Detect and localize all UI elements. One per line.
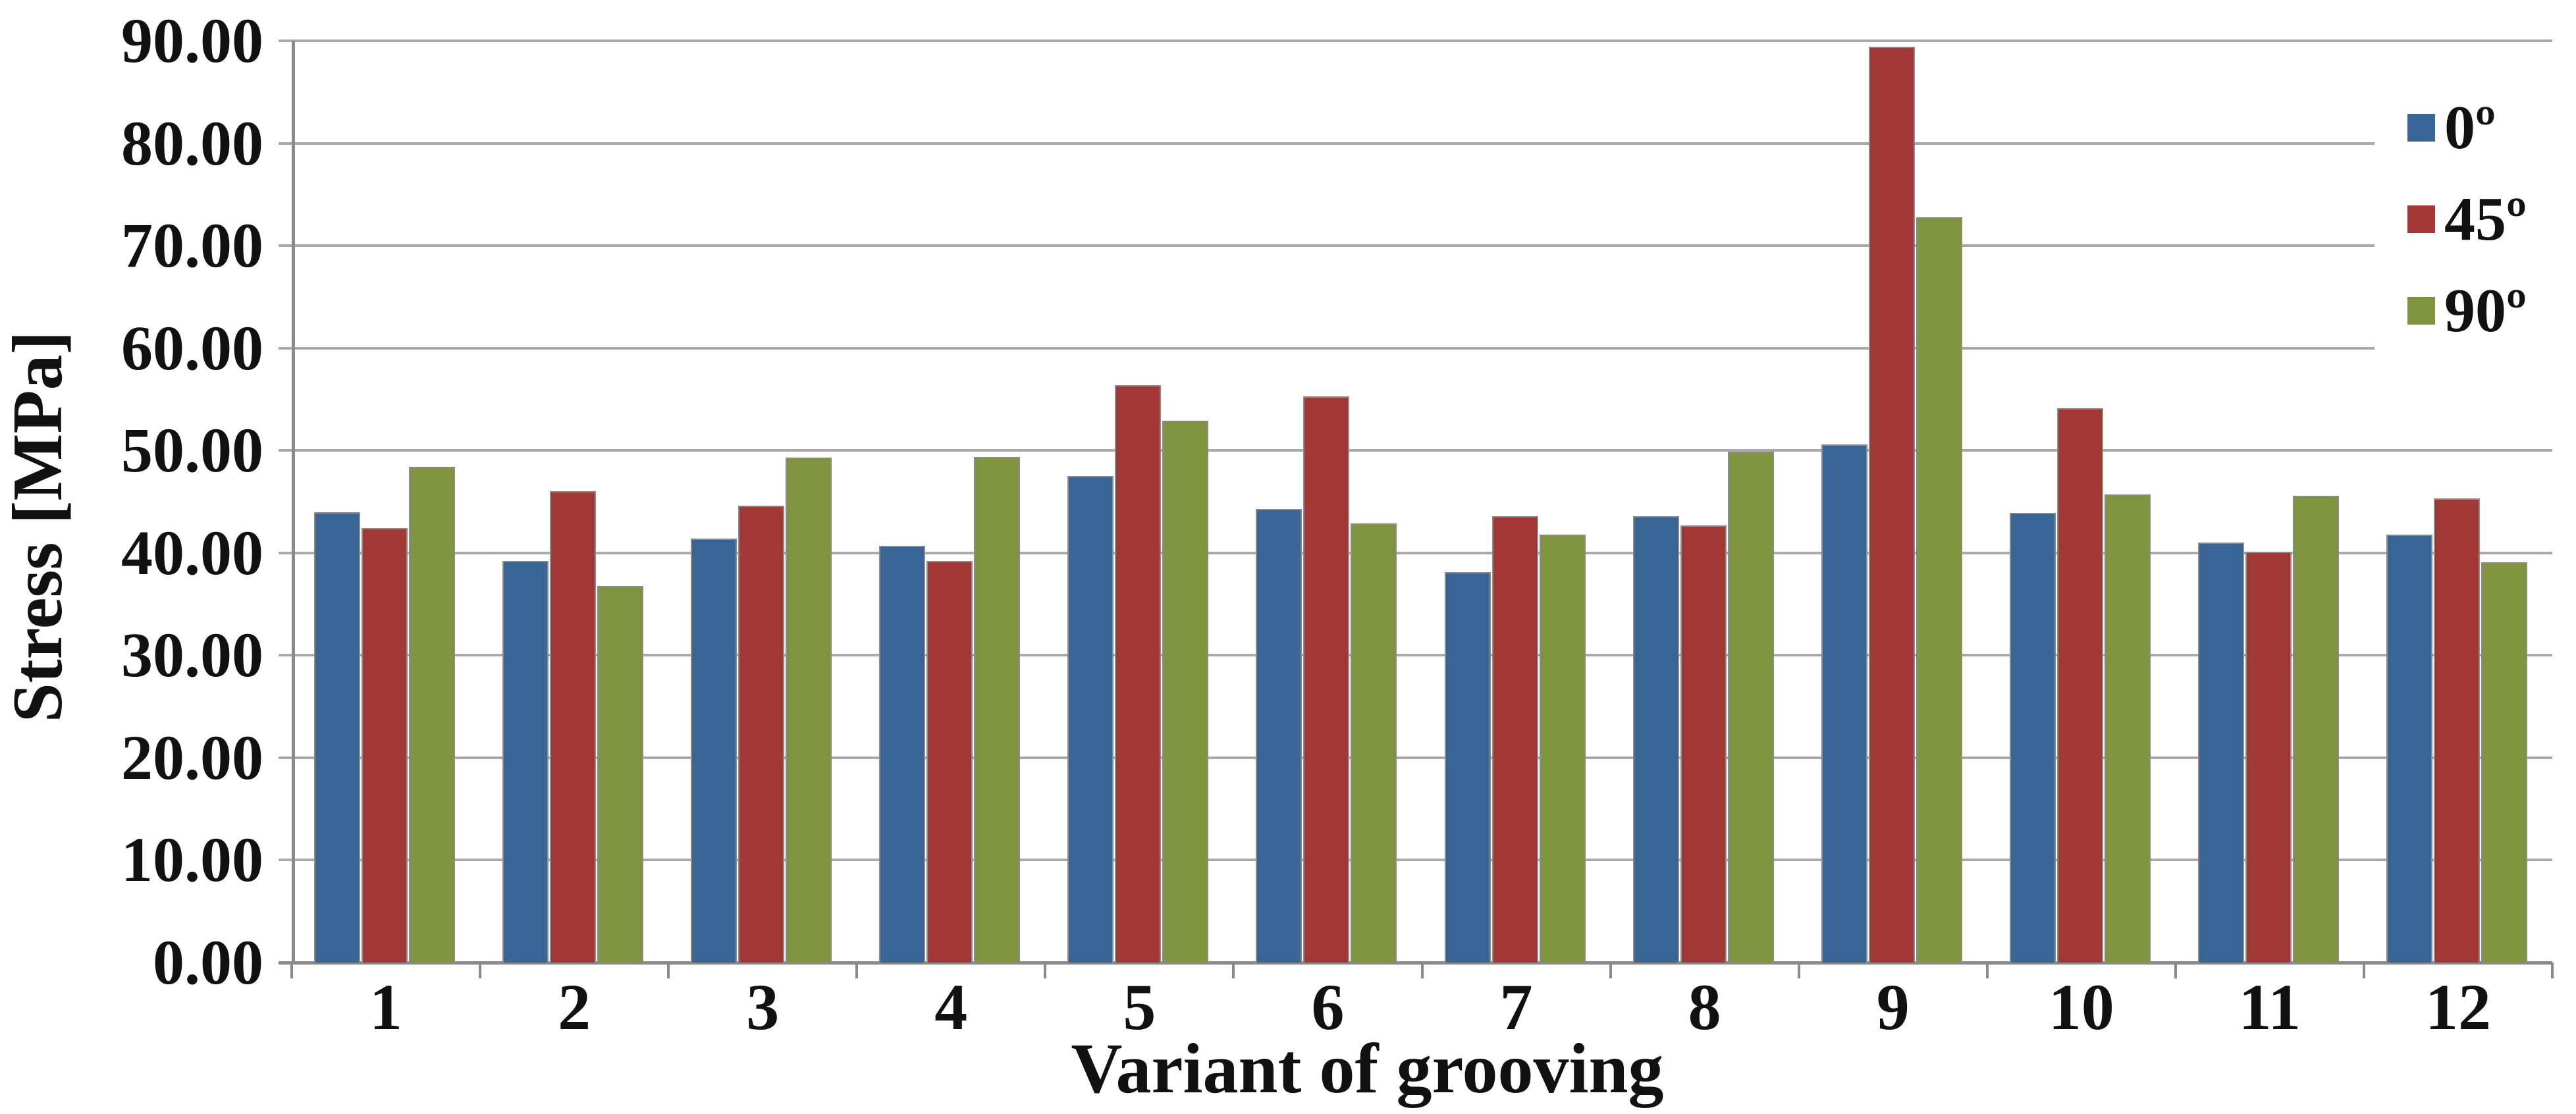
gridline [279, 346, 2552, 350]
x-category-label: 12 [2425, 970, 2491, 1044]
legend-swatch-45deg [2407, 205, 2435, 233]
bar-45deg-cat-8 [1680, 525, 1727, 963]
y-tick-label: 70.00 [121, 210, 263, 281]
x-category-label: 4 [934, 970, 968, 1044]
legend-swatch-0deg [2407, 114, 2435, 142]
bar-90deg-cat-10 [2104, 494, 2151, 963]
y-tick-label: 10.00 [121, 824, 263, 895]
x-axis-tick [1044, 963, 1047, 978]
x-category-label: 3 [746, 970, 780, 1044]
x-category-label: 8 [1688, 970, 1721, 1044]
bar-45deg-cat-7 [1491, 516, 1538, 963]
y-tick-label: 0.00 [153, 927, 263, 997]
y-axis-line [292, 41, 295, 963]
legend-item-45deg: 45º [2407, 188, 2527, 251]
bar-0deg-cat-9 [1821, 444, 1867, 963]
x-axis-tick [1609, 963, 1612, 978]
x-category-label: 11 [2238, 970, 2301, 1044]
bar-0deg-cat-7 [1444, 572, 1491, 963]
x-axis-tick [2174, 963, 2177, 978]
bar-45deg-cat-11 [2245, 552, 2292, 963]
x-axis-tick [855, 963, 859, 978]
legend-label: 45º [2444, 185, 2527, 253]
gridline [279, 244, 2552, 248]
bar-0deg-cat-11 [2197, 543, 2244, 963]
x-axis-line [279, 961, 2552, 965]
x-axis-tick [2362, 963, 2365, 978]
bar-0deg-cat-10 [2009, 513, 2056, 963]
gridline [279, 40, 2552, 42]
x-category-label: 1 [369, 970, 403, 1044]
y-tick-label: 20.00 [121, 722, 263, 793]
y-tick-label: 90.00 [121, 5, 263, 76]
legend-label: 0º [2444, 93, 2496, 162]
x-axis-tick [1985, 963, 1989, 978]
gridline [279, 756, 2552, 759]
x-category-label: 7 [1499, 970, 1533, 1044]
x-category-label: 6 [1311, 970, 1345, 1044]
bar-0deg-cat-4 [879, 545, 926, 963]
bar-45deg-cat-3 [738, 506, 785, 963]
gridline [279, 654, 2552, 657]
bar-0deg-cat-8 [1632, 516, 1679, 963]
x-category-label: 2 [558, 970, 591, 1044]
bar-0deg-cat-5 [1067, 476, 1114, 963]
x-axis-tick [479, 963, 482, 978]
legend: 0º 45º 90º [2375, 78, 2576, 354]
gridline [279, 551, 2552, 554]
bar-90deg-cat-6 [1351, 523, 1397, 963]
bar-90deg-cat-9 [1916, 217, 1962, 963]
bar-0deg-cat-3 [691, 539, 738, 963]
bar-90deg-cat-3 [786, 458, 832, 963]
bar-0deg-cat-2 [502, 561, 549, 963]
bar-90deg-cat-4 [974, 456, 1021, 963]
x-axis-tick [290, 963, 293, 978]
x-axis-tick [1232, 963, 1235, 978]
y-tick-label: 40.00 [121, 517, 263, 588]
bar-0deg-cat-1 [314, 512, 360, 963]
legend-item-90deg: 90º [2407, 279, 2527, 342]
bar-90deg-cat-5 [1162, 421, 1209, 963]
y-tick-label: 60.00 [121, 312, 263, 383]
bar-45deg-cat-9 [1868, 47, 1915, 963]
x-axis-tick [667, 963, 670, 978]
gridline [279, 859, 2552, 862]
bar-45deg-cat-6 [1303, 396, 1350, 963]
legend-item-0deg: 0º [2407, 96, 2496, 159]
x-category-label: 9 [1876, 970, 1910, 1044]
gridline [279, 142, 2552, 145]
bar-45deg-cat-10 [2056, 408, 2103, 963]
x-axis-tick [1420, 963, 1424, 978]
x-category-label: 5 [1123, 970, 1156, 1044]
bar-90deg-cat-8 [1727, 451, 1774, 963]
y-axis-title: Stress [MPa] [0, 331, 77, 723]
x-axis-tick [1797, 963, 1800, 978]
bar-90deg-cat-7 [1539, 534, 1586, 963]
gridline [279, 449, 2552, 452]
bar-45deg-cat-1 [362, 528, 408, 963]
legend-swatch-90deg [2407, 297, 2435, 325]
bar-45deg-cat-4 [926, 561, 973, 963]
y-tick-label: 80.00 [121, 107, 263, 178]
bar-0deg-cat-12 [2386, 534, 2432, 963]
bar-45deg-cat-5 [1115, 385, 1162, 963]
bar-90deg-cat-1 [409, 467, 455, 963]
y-tick-label: 30.00 [121, 620, 263, 691]
bar-45deg-cat-12 [2433, 498, 2480, 963]
bar-0deg-cat-6 [1256, 508, 1302, 963]
bar-45deg-cat-2 [550, 491, 597, 963]
x-axis-tick [2551, 963, 2554, 978]
bar-90deg-cat-11 [2292, 495, 2339, 963]
legend-label: 90º [2444, 277, 2527, 345]
bar-90deg-cat-2 [597, 585, 644, 963]
bar-90deg-cat-12 [2481, 562, 2527, 963]
x-axis-title: Variant of grooving [1071, 1030, 1664, 1108]
x-category-label: 10 [2048, 970, 2114, 1044]
y-tick-label: 50.00 [121, 415, 263, 486]
